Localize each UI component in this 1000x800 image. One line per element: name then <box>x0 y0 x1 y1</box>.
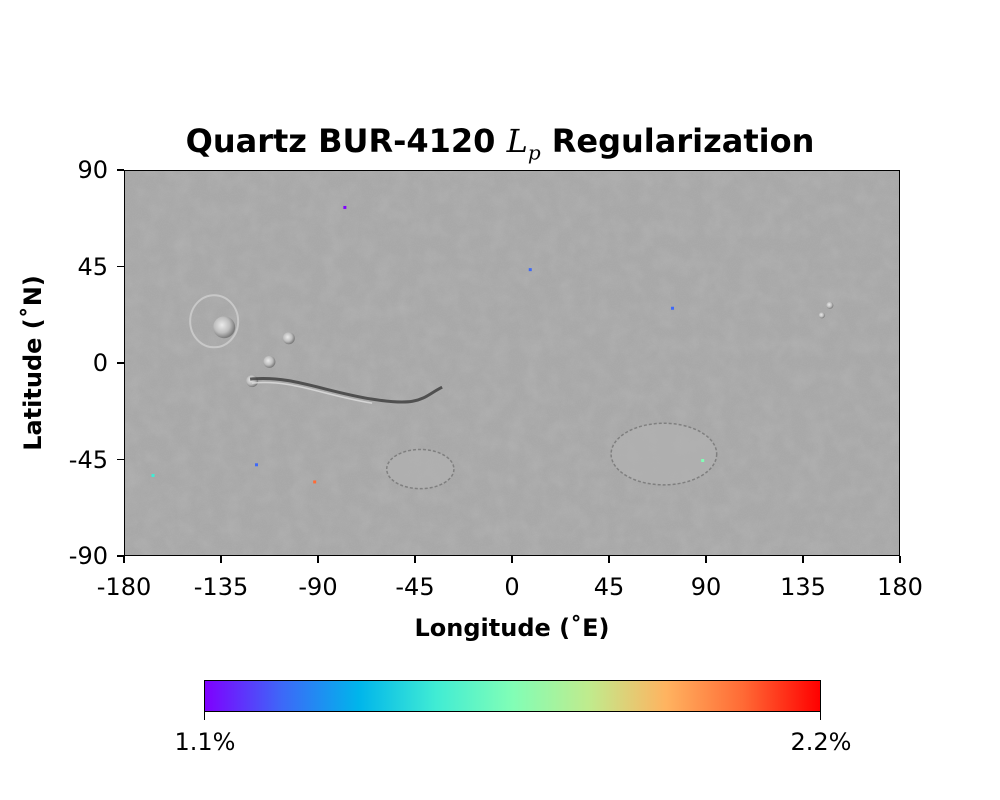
title-math-subscript: p <box>527 140 541 165</box>
data-point-2 <box>254 463 258 467</box>
elysium-mons-peak <box>826 301 834 309</box>
terrain-features <box>189 294 834 490</box>
data-point-6 <box>151 474 155 478</box>
y-tick-label: 45 <box>77 252 108 281</box>
y-tick-mark <box>117 265 124 268</box>
x-tick-mark <box>317 556 319 563</box>
x-tick-label: 0 <box>504 573 520 601</box>
olympus-mons-aureole <box>189 294 240 349</box>
olympus-mons-caldera <box>213 316 236 339</box>
pavonis-mons <box>263 355 276 368</box>
valles-marineris-rim <box>252 381 373 404</box>
x-tick-mark <box>414 556 416 563</box>
x-tick-label: -180 <box>96 573 152 601</box>
colorbar-min-tick <box>204 712 206 720</box>
y-tick-label: -90 <box>68 542 108 570</box>
title-math: Lp <box>506 122 541 164</box>
arsia-mons <box>246 375 259 388</box>
y-tick-label: 0 <box>92 349 108 377</box>
x-tick-mark <box>608 556 610 563</box>
x-tick-mark <box>705 556 707 563</box>
hellas-basin <box>610 422 718 486</box>
map-plot-area[interactable] <box>124 170 900 556</box>
data-point-4 <box>701 459 705 462</box>
x-tick-mark <box>899 556 901 563</box>
data-point-5 <box>671 306 675 310</box>
ascraeus-mons <box>282 332 295 345</box>
y-tick-label: 90 <box>77 156 108 184</box>
data-points <box>151 205 705 484</box>
x-tick-label: -135 <box>193 573 249 601</box>
colorbar-max-tick <box>820 712 822 720</box>
y-tick-mark <box>117 458 124 461</box>
map-texture-fine <box>125 171 899 555</box>
mars-relief-map <box>125 171 899 555</box>
argyre-basin <box>385 448 455 490</box>
x-tick-label: -90 <box>298 573 338 601</box>
y-axis-label: Latitude (˚N) <box>19 275 47 451</box>
y-tick-mark <box>117 362 124 364</box>
y-tick-mark <box>117 169 124 171</box>
title-math-symbol: L <box>506 122 528 160</box>
colorbar <box>204 680 821 712</box>
x-tick-mark <box>220 556 222 563</box>
title-suffix: Regularization <box>540 122 815 160</box>
x-tick-mark <box>511 556 513 563</box>
title-prefix: Quartz BUR-4120 <box>185 122 507 160</box>
valles-marineris-canyon <box>249 377 443 404</box>
x-tick-label: 135 <box>780 573 826 601</box>
y-tick-mark <box>117 555 124 557</box>
colorbar-max-label: 2.2% <box>790 728 852 756</box>
colorbar-min-label: 1.1% <box>174 728 236 756</box>
x-tick-mark <box>802 556 804 563</box>
data-point-1 <box>528 268 532 272</box>
chart-title: Quartz BUR-4120 Lp Regularization <box>0 122 1000 164</box>
y-tick-label: -45 <box>68 445 108 474</box>
data-point-0 <box>343 205 347 209</box>
hecates-tholus <box>818 312 825 319</box>
x-tick-mark <box>123 556 125 563</box>
x-tick-label: 90 <box>690 573 722 601</box>
x-tick-label: 45 <box>593 573 625 601</box>
x-tick-label: -45 <box>395 573 435 601</box>
x-axis-label: Longitude (˚E) <box>414 614 610 642</box>
x-tick-label: 180 <box>877 573 923 601</box>
data-point-3 <box>313 480 317 484</box>
